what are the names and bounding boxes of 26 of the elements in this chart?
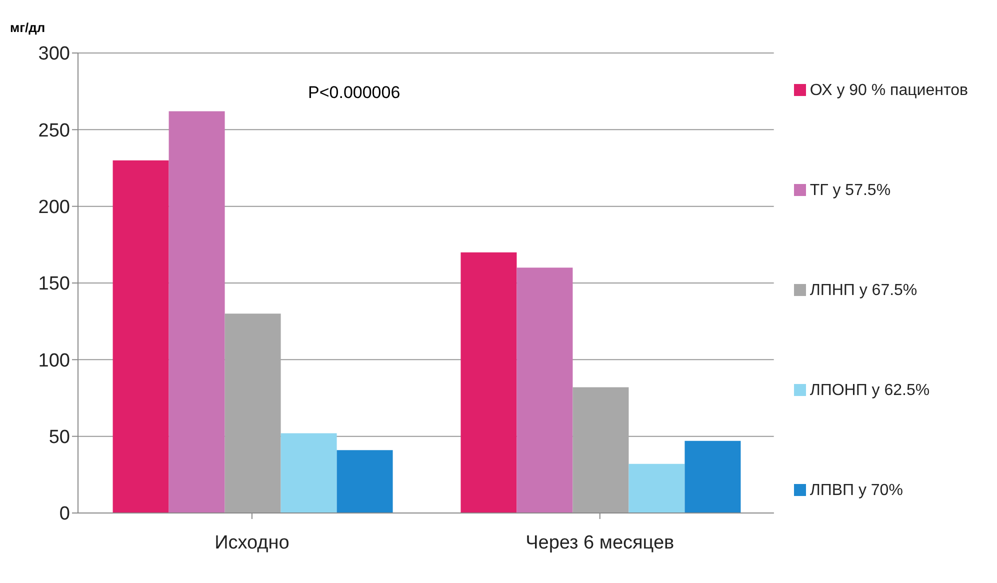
bar <box>224 314 281 513</box>
y-tick-label: 150 <box>38 274 70 295</box>
bar <box>280 433 337 513</box>
legend-label: ЛПОНП у 62.5% <box>810 382 930 398</box>
bar <box>112 160 169 513</box>
y-tick-label: 250 <box>38 120 70 142</box>
y-tick-label: 300 <box>38 44 70 65</box>
bar <box>336 450 393 513</box>
legend-label: ТГ у 57.5% <box>810 182 891 198</box>
legend-label: ЛПНП у 67.5% <box>810 282 918 298</box>
annotation: P<0.000006 <box>308 83 400 103</box>
x-tick-label: Исходно <box>214 532 290 554</box>
bar <box>684 440 741 513</box>
legend-label: ОХ у 90 % пациентов <box>810 82 968 98</box>
bar <box>516 268 573 513</box>
y-tick-label: 100 <box>38 350 70 372</box>
y-tick-label: 50 <box>48 427 70 448</box>
bar <box>168 111 225 513</box>
y-tick-label: 200 <box>38 197 70 218</box>
legend-label: ЛПВП у 70% <box>810 482 903 498</box>
y-tick-label: 0 <box>59 504 70 525</box>
bar <box>572 387 629 513</box>
bar <box>628 464 685 513</box>
x-tick-label: Через 6 месяцев <box>526 532 674 554</box>
y-axis-title: мг/дл <box>10 20 46 35</box>
bar <box>460 252 517 513</box>
